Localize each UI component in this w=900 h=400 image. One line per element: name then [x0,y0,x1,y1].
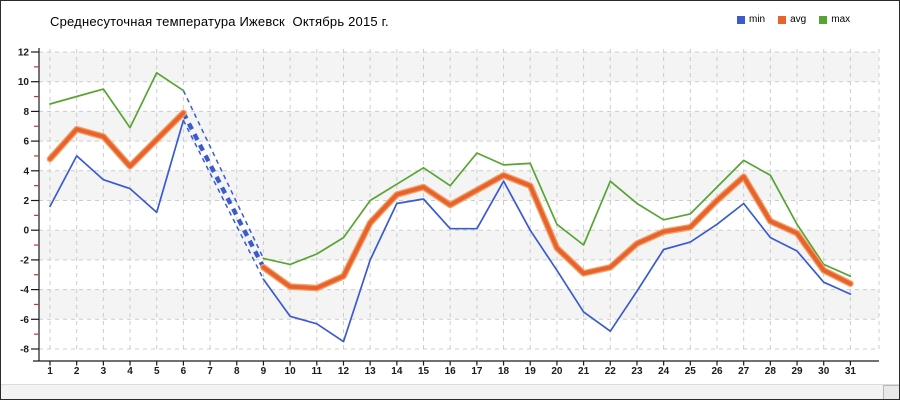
legend-item-avg: avg [778,14,806,25]
missing-avg-dashed-line [181,111,266,269]
x-tick-label: 14 [391,366,403,377]
legend-item-max: max [819,14,850,25]
y-tick-label: 6 [23,137,29,148]
x-tick-label: 3 [101,366,107,377]
avg-line [48,110,186,169]
x-tick-label: 22 [605,366,617,377]
missing-max-dashed-line [182,90,265,259]
legend-label-avg: avg [790,14,807,25]
y-tick-label: 12 [18,48,30,59]
max-series-swatch-icon [819,15,828,24]
max-line [262,152,852,278]
x-tick-label: 1 [47,366,53,377]
y-axis-labels: 12 10 8 6 4 2 0 -2 -4 -6 -8 [18,48,30,356]
y-tick-label: 4 [23,166,29,177]
x-tick-label: 9 [261,366,267,377]
x-tick-label: 6 [181,366,187,377]
x-tick-label: 12 [338,366,350,377]
x-tick-label: 19 [525,366,537,377]
x-tick-label: 29 [791,366,803,377]
x-tick-label: 30 [818,366,830,377]
x-tick-label: 28 [765,366,777,377]
max-line [49,71,852,278]
chart-title: Среднесуточная температура Ижевск Октябр… [50,14,389,29]
x-tick-label: 18 [498,366,510,377]
missing-data-dashed-lines [181,90,266,280]
y-tick-label: -8 [20,345,29,356]
horizontal-scrollbar[interactable] [1,384,899,399]
y-tick-label: 2 [23,196,29,207]
legend-item-min: min [737,14,765,25]
x-tick-label: 21 [578,366,590,377]
y-tick-label: -6 [20,315,29,326]
legend-label-max: max [831,14,851,25]
x-axis-labels: 1 2 3 4 5 6 7 8 9 10 11 12 13 14 15 16 17 18 19 20 21 22 23 24 2… [47,366,856,377]
axes [31,48,879,366]
x-tick-label: 24 [658,366,670,377]
avg-series-swatch-icon [778,15,787,24]
x-tick-label: 13 [365,366,377,377]
scrollbar-corner[interactable] [883,385,899,399]
y-tick-label: -2 [20,255,29,266]
avg-line [48,110,853,291]
gridlines [39,49,880,350]
x-tick-label: 2 [74,366,80,377]
x-tick-label: 17 [471,366,483,377]
x-tick-label: 11 [312,366,323,377]
x-tick-label: 31 [845,366,857,377]
legend-label-min: min [749,14,766,25]
x-tick-label: 16 [445,366,457,377]
x-tick-label: 5 [154,366,160,377]
y-tick-label: 8 [23,107,29,118]
x-tick-label: 15 [418,366,430,377]
x-tick-label: 25 [685,366,697,377]
y-tick-label: -4 [20,285,29,296]
max-line [49,71,185,129]
x-tick-label: 8 [234,366,240,377]
y-tick-label: 0 [23,226,29,237]
min-line [49,119,185,214]
missing-min-dashed-line [182,119,265,280]
x-tick-label: 7 [207,366,213,377]
x-tick-label: 10 [285,366,297,377]
x-tick-label: 23 [631,366,643,377]
min-series-swatch-icon [737,15,745,24]
avg-line [261,173,853,291]
min-line [262,180,852,343]
chart-legend: min avg max [737,14,850,25]
min-line [49,119,852,343]
x-tick-label: 27 [738,366,750,377]
y-tick-label: 10 [18,77,30,88]
x-tick-label: 4 [127,366,133,377]
x-tick-label: 20 [551,366,563,377]
x-tick-label: 26 [711,366,723,377]
